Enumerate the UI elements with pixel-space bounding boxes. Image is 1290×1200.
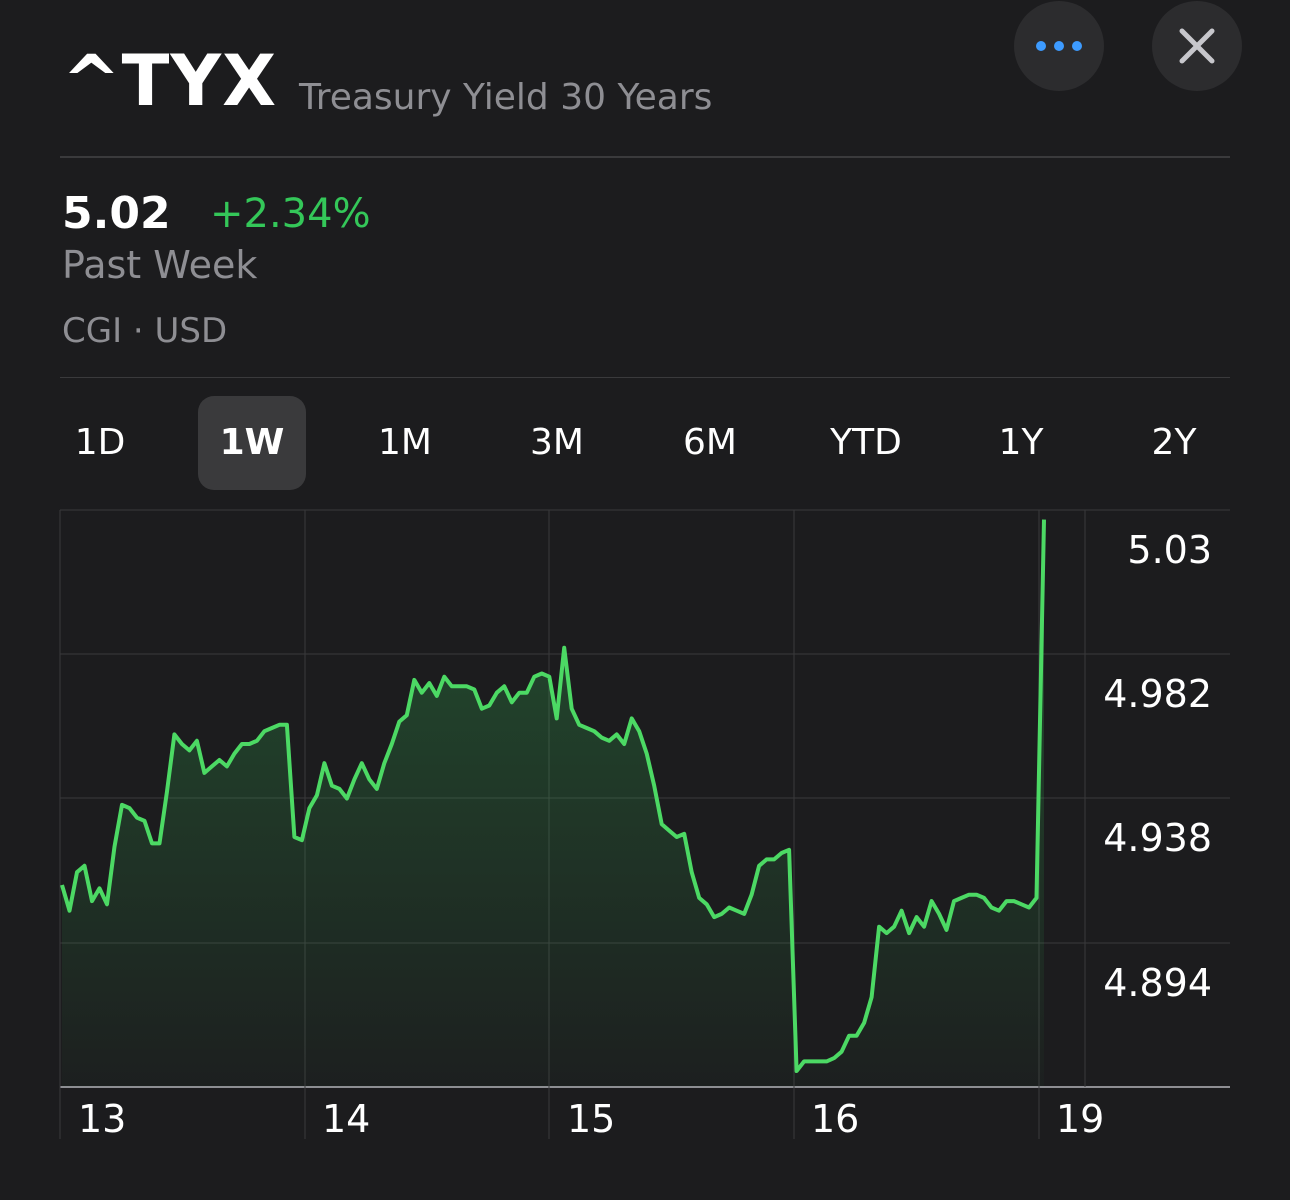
more-dots-icon	[1036, 41, 1082, 51]
y-tick-label: 4.982	[1103, 672, 1212, 716]
range-1d[interactable]: 1D	[74, 422, 126, 463]
y-tick-label: 4.938	[1103, 816, 1212, 860]
more-button[interactable]	[1014, 1, 1104, 91]
range-3m[interactable]: 3M	[530, 422, 584, 463]
price-chart-svg: 5.03 4.982 4.938 4.894 13 14 15 16 19	[59, 509, 1230, 1141]
header-divider	[60, 156, 1230, 158]
price-line	[60, 519, 1046, 1073]
period-label: Past Week	[62, 243, 258, 287]
x-tick-label: 15	[567, 1097, 615, 1141]
range-1w[interactable]: 1W	[198, 396, 306, 490]
range-6m[interactable]: 6M	[683, 422, 737, 463]
x-tick-label: 19	[1056, 1097, 1104, 1141]
price-area	[62, 519, 1044, 1087]
ticker-symbol: ^TYX	[62, 40, 278, 122]
y-tick-label: 4.894	[1103, 961, 1212, 1005]
exchange-currency: CGI · USD	[62, 311, 228, 351]
x-tick-label: 13	[78, 1097, 126, 1141]
x-tick-label: 16	[811, 1097, 859, 1141]
y-tick-label: 5.03	[1127, 528, 1212, 572]
close-icon	[1179, 28, 1215, 64]
current-price: 5.02	[62, 188, 171, 239]
price-change: +2.34%	[210, 191, 371, 237]
close-button[interactable]	[1152, 1, 1242, 91]
quote-divider	[60, 377, 1230, 378]
range-1y[interactable]: 1Y	[998, 422, 1044, 463]
range-2y[interactable]: 2Y	[1151, 422, 1197, 463]
price-chart[interactable]: 5.03 4.982 4.938 4.894 13 14 15 16 19	[0, 500, 1290, 1160]
security-name: Treasury Yield 30 Years	[299, 77, 713, 118]
range-1m[interactable]: 1M	[378, 422, 432, 463]
range-selector: 1D 1W 1M 3M 6M YTD 1Y 2Y	[22, 396, 1252, 492]
range-ytd[interactable]: YTD	[830, 422, 902, 463]
x-tick-label: 14	[322, 1097, 370, 1141]
